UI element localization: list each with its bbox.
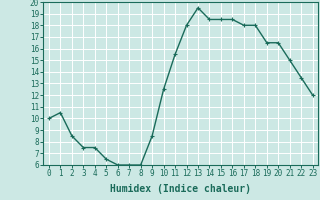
X-axis label: Humidex (Indice chaleur): Humidex (Indice chaleur) xyxy=(110,184,251,194)
